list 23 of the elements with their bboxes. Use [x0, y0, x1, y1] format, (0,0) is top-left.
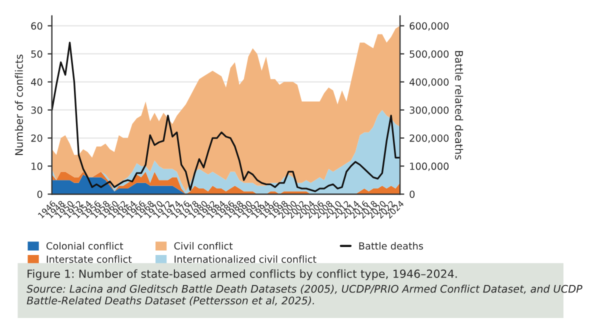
legend-label: Internationalized civil conflict — [174, 255, 316, 263]
y-tick-label: 10 — [32, 162, 42, 170]
y-axis-title: Number of conflicts — [14, 54, 23, 155]
y-tick-label: 0 — [37, 190, 42, 198]
y-tick-label: 30 — [31, 106, 42, 114]
y-tick-label: 60 — [31, 22, 42, 30]
y2-tick-label: 200,000 — [410, 134, 449, 143]
y-tick-label: 40 — [30, 78, 42, 86]
legend-label: Colonial conflict — [46, 242, 124, 250]
y2-tick-label: 400,000 — [410, 78, 449, 87]
y2-tick-label: 500,000 — [410, 50, 449, 59]
y-tick-label: 50 — [31, 50, 42, 58]
text: Figure 1: Number of state-based armed conflicts by conflict type, 1946–2024. — [28, 269, 457, 280]
y2-tick-label: 300,000 — [410, 106, 449, 115]
y2-tick-label: 100,000 — [410, 162, 449, 171]
source-note: Source: Lacina and Gleditsch Battle Death Datasets (2005), UCDP/PRIO Armed Conflict Dataset, and UCDP Battle-Related Deaths Dataset (Pettersson et al, 2025). — [26, 284, 582, 306]
y-tick-label: 20 — [31, 134, 42, 142]
legend-label: Interstate conflict — [46, 255, 132, 263]
y2-axis-title: Battle related deaths — [455, 51, 464, 160]
legend-label: Civil conflict — [174, 242, 233, 250]
legend-label: Battle deaths — [359, 242, 424, 250]
y2-tick-label: 0 — [410, 190, 415, 198]
y2-tick-label: 600,000 — [410, 22, 449, 31]
